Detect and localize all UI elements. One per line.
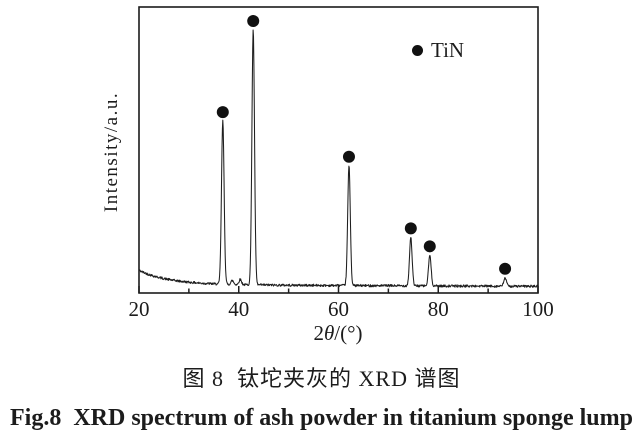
x-axis-label-suffix: /(°) bbox=[334, 321, 363, 345]
x-axis-tick-labels: 20 40 60 80 100 bbox=[0, 297, 643, 323]
x-tick-label: 60 bbox=[328, 297, 349, 321]
x-tick-label: 40 bbox=[228, 297, 250, 321]
peak-marker-tin bbox=[342, 150, 355, 163]
peak-marker-tin bbox=[499, 262, 512, 275]
plot-border bbox=[138, 6, 539, 294]
legend-filled-circle-icon bbox=[412, 44, 423, 56]
x-tick-label: 80 bbox=[427, 297, 449, 321]
peak-marker-tin bbox=[216, 106, 229, 119]
peak-marker-tin bbox=[247, 15, 260, 28]
xrd-chart bbox=[138, 6, 539, 294]
x-tick-label: 20 bbox=[128, 297, 150, 321]
caption-english: Fig.8 XRD spectrum of ash powder in tita… bbox=[10, 405, 633, 431]
x-axis-label-prefix: 2 bbox=[313, 321, 324, 345]
y-axis-label: Intensity/a.u. bbox=[101, 91, 122, 213]
x-tick-label: 100 bbox=[522, 297, 554, 321]
legend: TiN bbox=[412, 37, 465, 62]
peak-marker-tin bbox=[404, 222, 417, 235]
peak-marker-tin bbox=[423, 240, 436, 253]
legend-label: TiN bbox=[431, 37, 465, 62]
xrd-curve bbox=[138, 29, 539, 288]
caption-chinese: 图 8 钛坨夹灰的 XRD 谱图 bbox=[182, 366, 461, 391]
x-axis-label: 2θ/(°) bbox=[258, 321, 418, 346]
theta-symbol: θ bbox=[323, 321, 335, 345]
